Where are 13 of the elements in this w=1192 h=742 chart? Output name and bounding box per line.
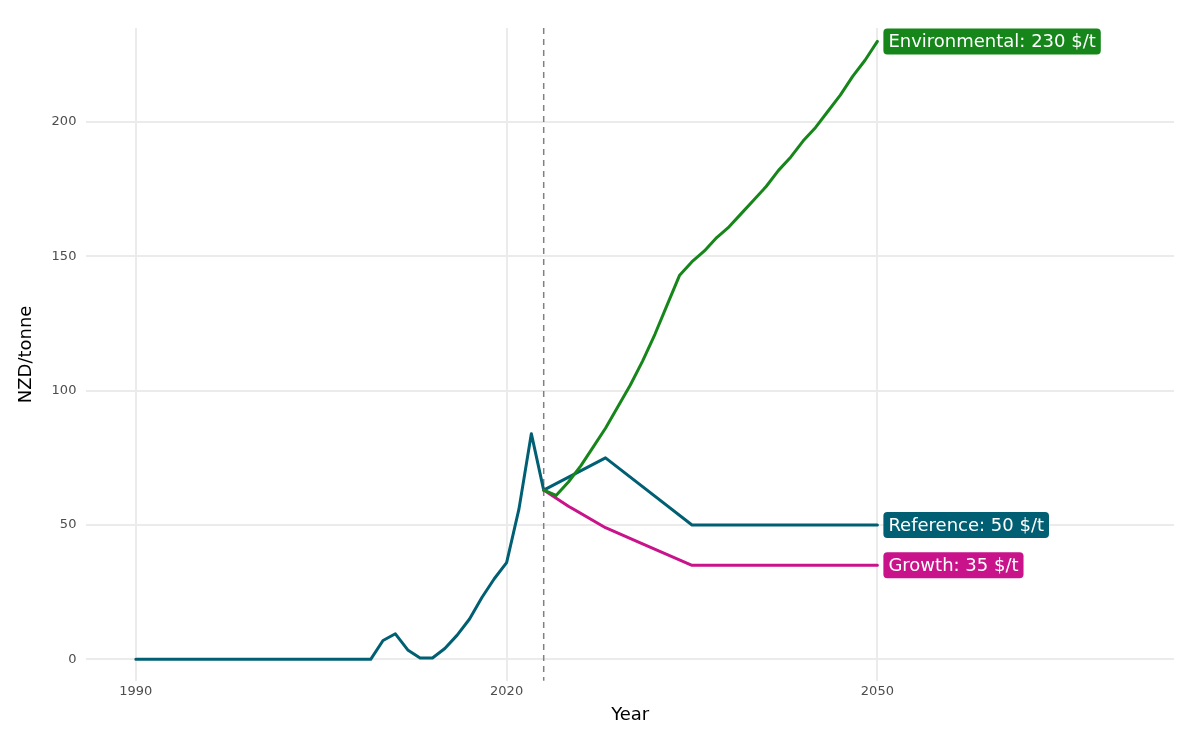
y-axis-title: NZD/tonne — [14, 305, 36, 404]
y-tick-label: 50 — [59, 516, 77, 532]
x-tick-label: 2020 — [490, 682, 524, 698]
x-tick-label: 1990 — [119, 682, 153, 698]
x-tick-label: 2050 — [860, 682, 894, 698]
y-tick-label: 150 — [51, 247, 77, 263]
x-axis-title: Year — [610, 702, 650, 724]
y-tick-label: 200 — [51, 113, 77, 129]
y-tick-label: 0 — [68, 650, 77, 666]
series-label: Environmental: 230 $/t — [888, 30, 1096, 52]
series-label: Growth: 35 $/t — [888, 553, 1019, 575]
y-tick-label: 100 — [51, 382, 77, 398]
series-label: Reference: 50 $/t — [888, 513, 1045, 535]
